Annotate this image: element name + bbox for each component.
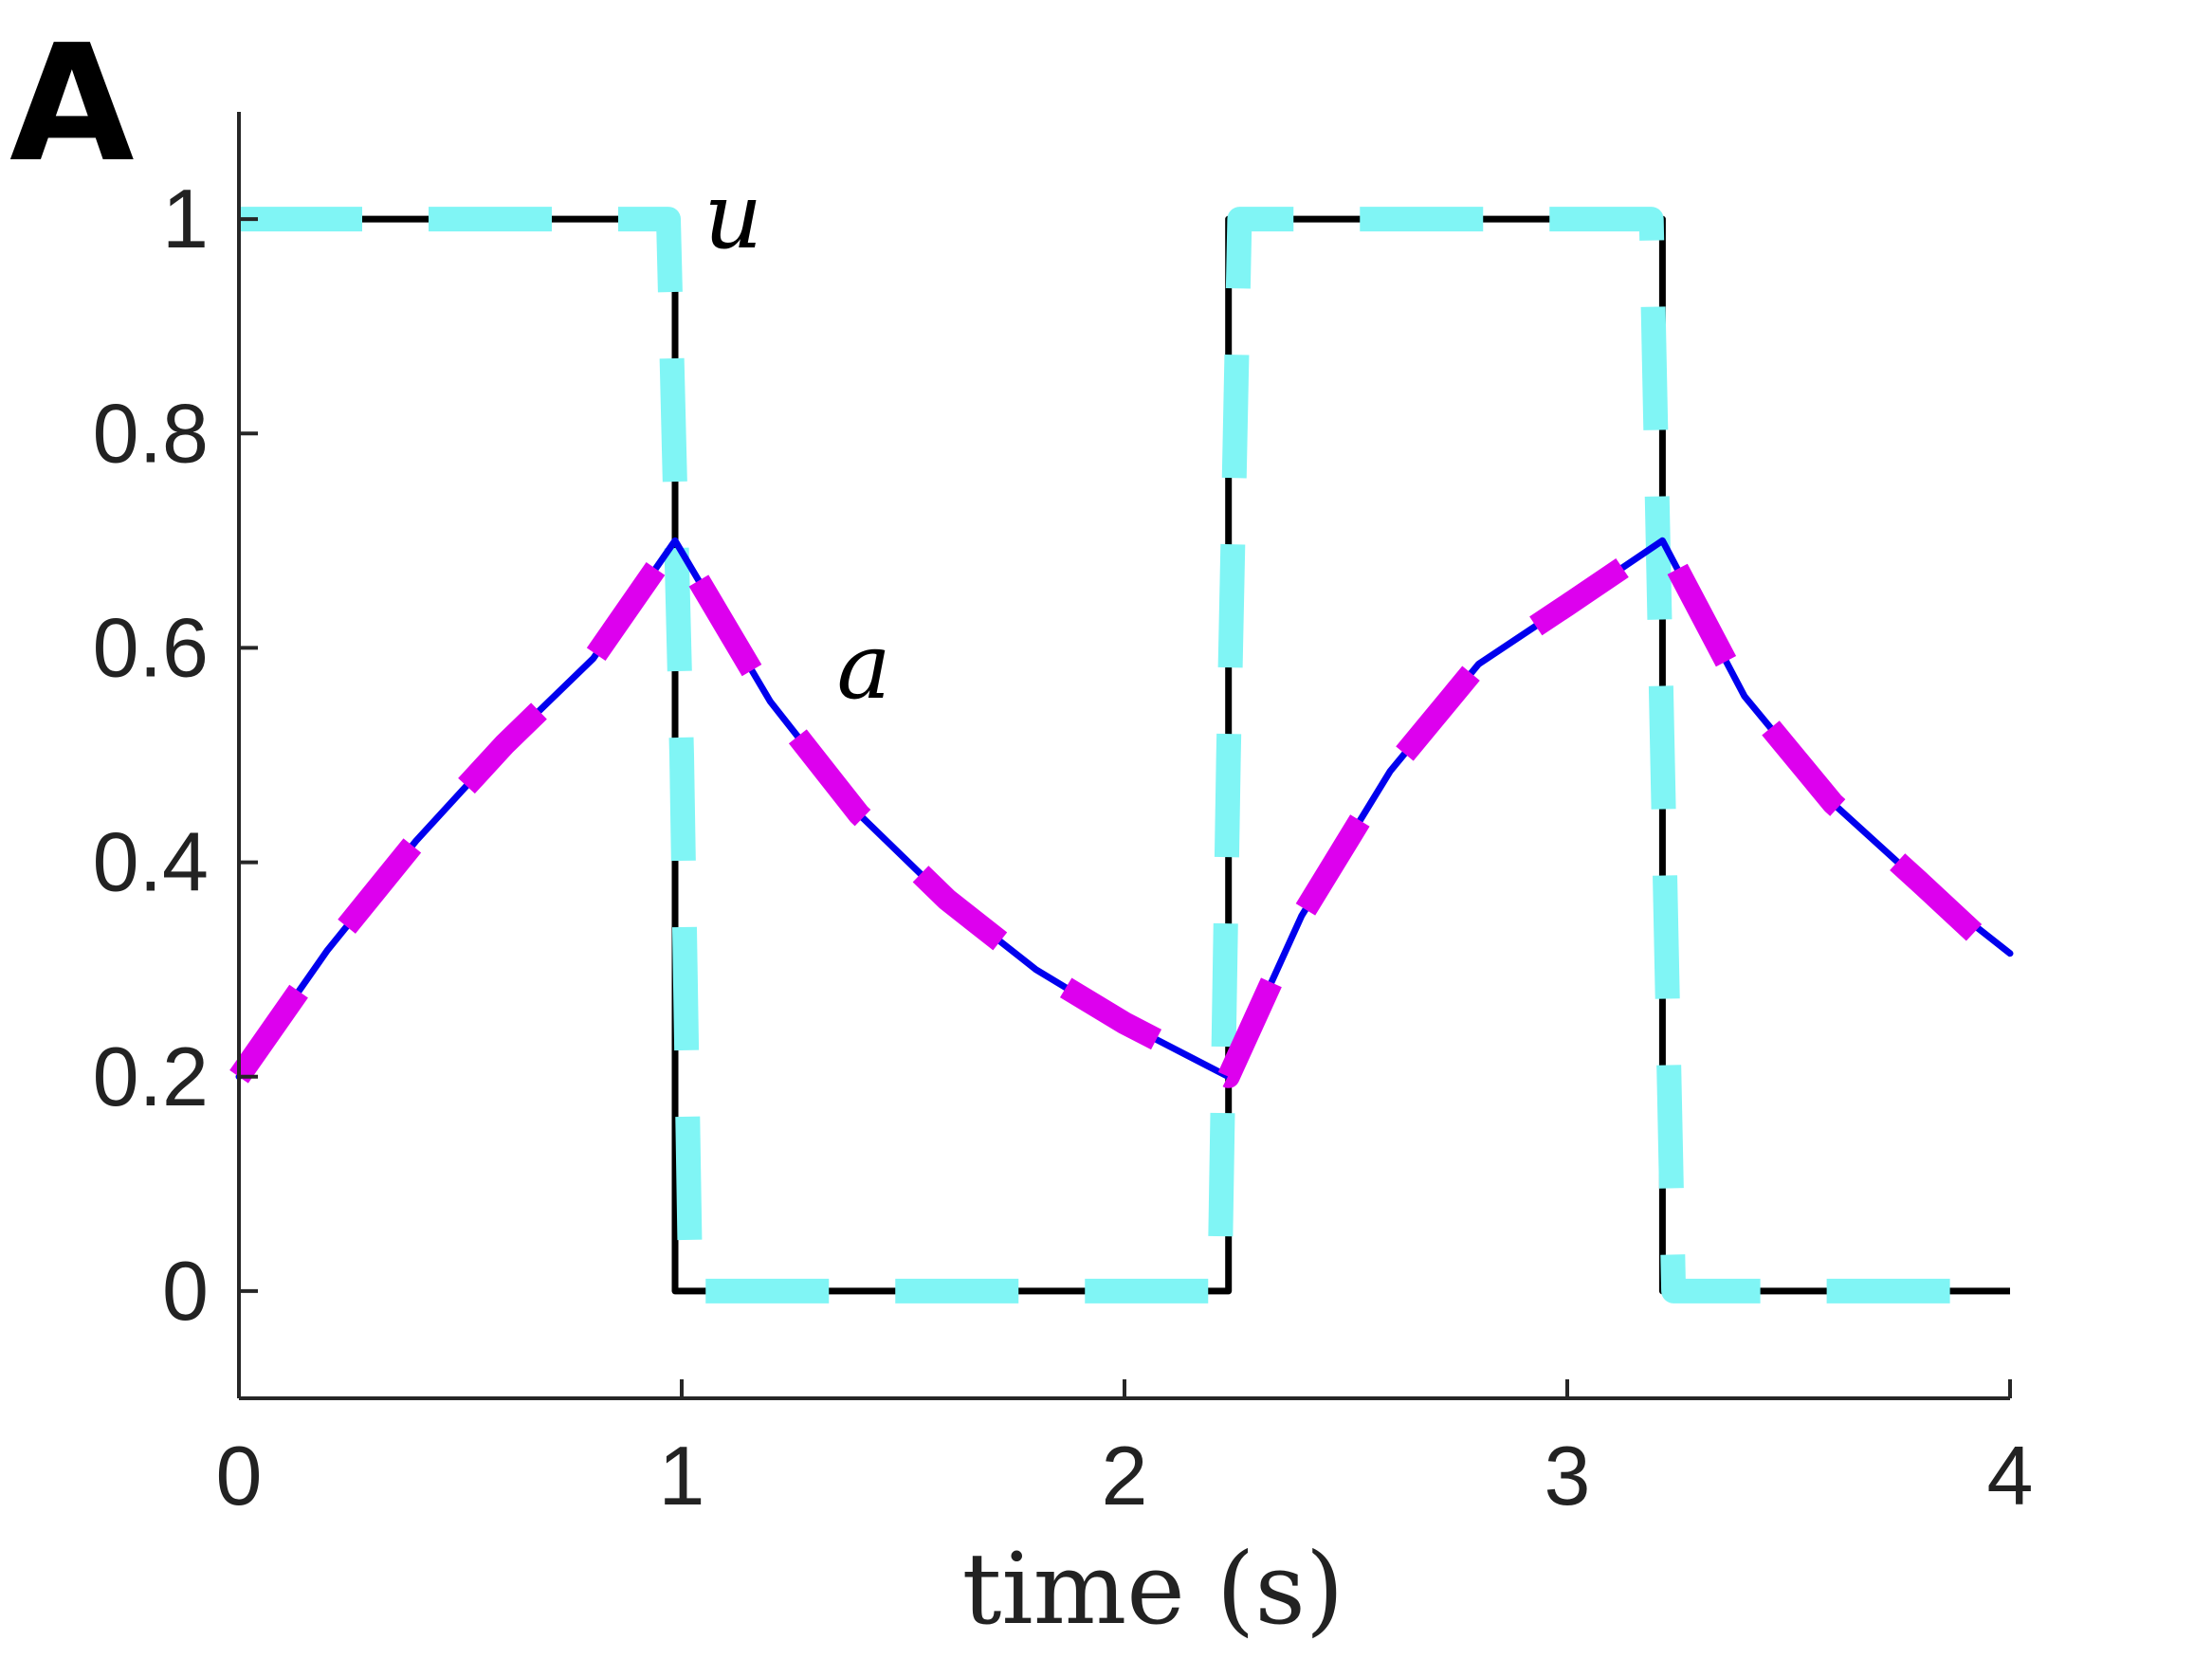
y-tick-label: 0 xyxy=(162,1244,209,1338)
x-tick-label: 1 xyxy=(659,1429,705,1522)
axes: 0 0.2 0.4 0.6 0.8 1 0 1 2 3 4 xyxy=(93,112,2034,1522)
plot-area xyxy=(229,207,2014,1304)
a-estimate-dashed-line xyxy=(229,529,1987,1088)
y-ticks: 0 0.2 0.4 0.6 0.8 1 xyxy=(93,172,258,1338)
x-tick-label: 3 xyxy=(1545,1429,1591,1522)
annotation-u: u xyxy=(704,163,762,269)
annotations: ua xyxy=(704,163,890,720)
series-layer xyxy=(229,207,2014,1304)
y-tick-label: 0.6 xyxy=(93,600,209,694)
y-tick-label: 1 xyxy=(162,172,209,265)
y-tick-label: 0.2 xyxy=(93,1030,209,1123)
panel-label: A xyxy=(9,10,135,198)
x-tick-label: 0 xyxy=(216,1429,263,1522)
annotation-a: a xyxy=(836,613,890,720)
u-estimate-dashed-line xyxy=(239,207,2010,1304)
x-tick-label: 4 xyxy=(1987,1429,2034,1522)
x-axis-title: time (s) xyxy=(962,1531,1344,1647)
y-tick-label: 0.4 xyxy=(93,815,209,909)
x-ticks: 0 1 2 3 4 xyxy=(216,1379,2034,1522)
y-tick-label: 0.8 xyxy=(93,386,209,480)
x-tick-label: 2 xyxy=(1102,1429,1148,1522)
